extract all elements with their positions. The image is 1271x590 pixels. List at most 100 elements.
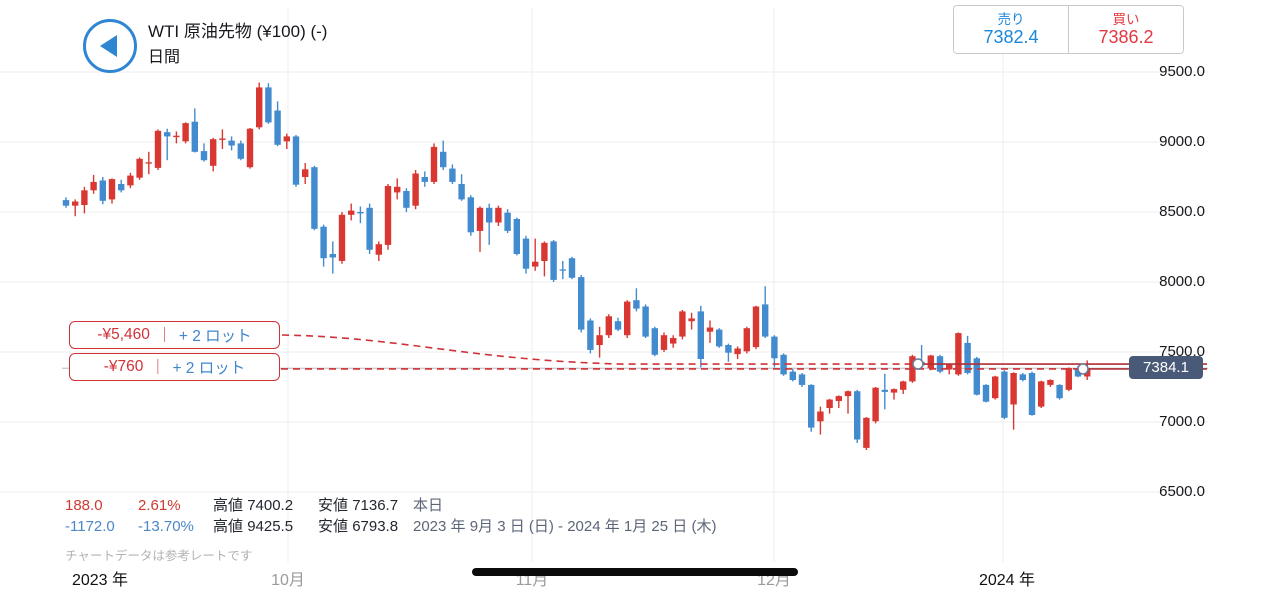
candle-body [329, 254, 336, 258]
candle-body [99, 180, 106, 201]
candle-body [265, 87, 272, 123]
candle-body [881, 389, 888, 392]
sell-price: 7382.4 [983, 27, 1039, 47]
candle-body [154, 130, 162, 168]
candle-body [771, 336, 778, 359]
position-marker-2[interactable] [1077, 363, 1089, 375]
candle-body [246, 128, 254, 168]
candle-body [430, 146, 438, 182]
candle-body [1056, 384, 1063, 399]
today-period: 本日 [413, 497, 444, 514]
candle-body [486, 207, 493, 223]
sell-button[interactable]: 売り 7382.4 [954, 6, 1068, 53]
candle-body [762, 304, 769, 337]
candle-body [1047, 380, 1054, 385]
x-axis-tick: 10月 [271, 572, 305, 589]
candle-body [900, 381, 907, 390]
candle-body [504, 212, 511, 231]
buy-button[interactable]: 買い 7386.2 [1068, 6, 1183, 53]
position-marker-1[interactable] [912, 358, 924, 370]
position-pnl: -¥5,460 [97, 326, 150, 343]
candle-body [219, 138, 226, 140]
candle-body [191, 121, 198, 152]
candle-body [384, 185, 392, 245]
today-high: 高値 7400.2 [213, 497, 294, 514]
candle-body [642, 306, 649, 337]
candle-body [90, 181, 97, 191]
x-axis-tick: 12月 [757, 572, 791, 589]
candle-body [725, 345, 732, 353]
candle-body [559, 269, 566, 271]
position-lots: + 2 ロット [172, 360, 246, 377]
y-axis-tick: 7000.0 [1159, 413, 1205, 430]
candle-body [660, 335, 668, 350]
candle-body [780, 354, 787, 375]
candle-body [1010, 373, 1017, 405]
candle-body [798, 374, 806, 385]
candle-body [1001, 371, 1008, 418]
candle-body [633, 300, 640, 309]
quote-panel: 売り 7382.4 買い 7386.2 [953, 5, 1184, 54]
today-change: 188.0 [65, 497, 103, 514]
stats-panel: 188.0 2.61% 高値 7400.2 安値 7136.7 本日 -1172… [65, 497, 716, 539]
y-axis-tick: 8000.0 [1159, 273, 1205, 290]
candle-body [302, 169, 309, 177]
today-change-pct: 2.61% [138, 497, 181, 514]
candle-body [108, 179, 116, 200]
candle-body [909, 356, 916, 382]
candle-body [72, 201, 79, 206]
candle-body [716, 329, 723, 347]
candle-body [734, 348, 741, 355]
candle-body [817, 411, 824, 422]
candle-body [173, 135, 180, 138]
timeframe-label: 日間 [148, 49, 181, 66]
candle-body [679, 311, 686, 337]
candle-body [228, 140, 235, 146]
candle-body [375, 244, 382, 255]
candle-body [541, 242, 548, 261]
candle-body [872, 387, 879, 422]
back-button[interactable] [83, 19, 137, 73]
candle-body [421, 177, 428, 182]
candle-body [532, 261, 539, 267]
candle-body [854, 391, 861, 440]
candle-body [596, 335, 603, 345]
candle-body [283, 136, 290, 142]
candle-body [743, 328, 750, 352]
candle-body [844, 391, 852, 397]
y-axis-tick: 7500.0 [1159, 343, 1205, 360]
candle-body [394, 186, 401, 193]
candle-body [412, 173, 419, 206]
stats-row-today: 188.0 2.61% 高値 7400.2 安値 7136.7 本日 [65, 497, 716, 514]
candle-body [550, 241, 557, 280]
candle-body [1038, 381, 1045, 407]
candle-body [890, 389, 898, 393]
candle-body [992, 376, 999, 399]
position-ticket-1[interactable]: -¥5,460 ｜ + 2 ロット [69, 321, 280, 349]
x-axis-tick: 11月 [515, 572, 549, 589]
y-axis-tick: 6500.0 [1159, 483, 1205, 500]
candle-body [789, 371, 796, 380]
candle-body [808, 384, 815, 428]
candle-body [752, 306, 760, 348]
candle-body [955, 333, 962, 375]
candle-body [614, 321, 622, 330]
candle-body [348, 210, 355, 215]
today-low: 安値 7136.7 [318, 497, 399, 514]
candle-body [670, 338, 677, 344]
home-indicator[interactable] [472, 568, 798, 576]
candle-body [982, 384, 990, 402]
candle-body [164, 132, 171, 137]
candle-body [495, 207, 502, 223]
candle-body [568, 258, 576, 278]
range-change-pct: -13.70% [138, 518, 194, 535]
candle-body [476, 207, 484, 231]
buy-price: 7386.2 [1098, 27, 1154, 47]
candle-body [274, 110, 281, 145]
candle-body [127, 175, 134, 186]
position-ticket-2[interactable]: -¥760 ｜ + 2 ロット [69, 353, 280, 381]
candle-body [403, 191, 410, 208]
candle-body [522, 238, 530, 269]
candle-body [467, 197, 474, 233]
candle-body [338, 214, 346, 261]
